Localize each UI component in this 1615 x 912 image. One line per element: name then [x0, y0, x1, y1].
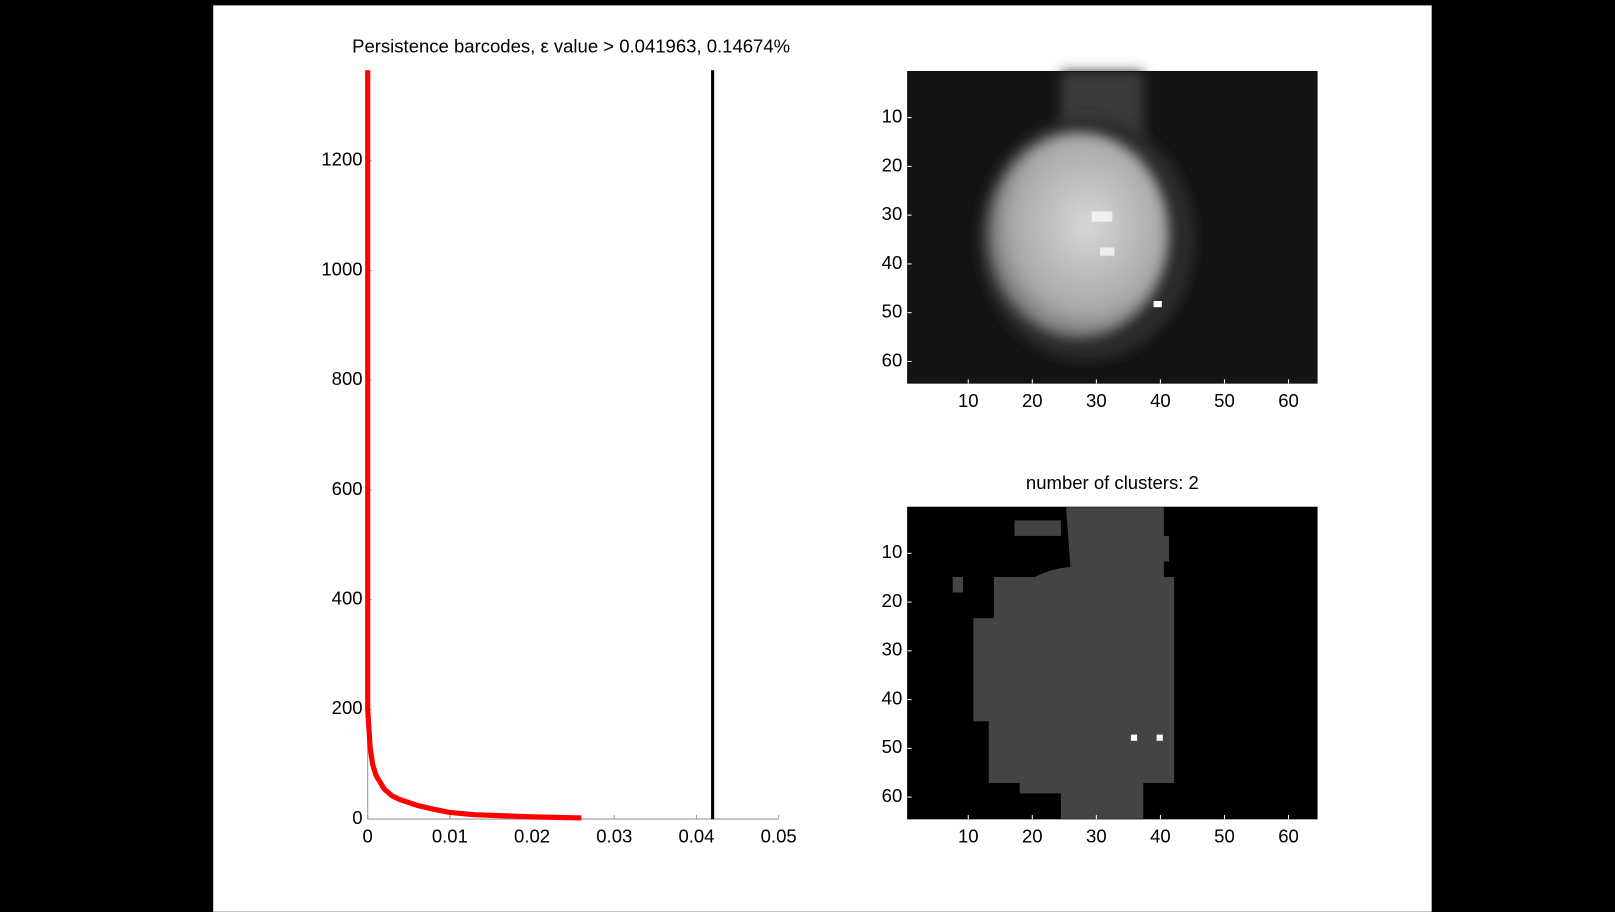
y-tick-label: 10 — [882, 106, 903, 127]
y-tick-label: 40 — [882, 687, 903, 708]
x-tick-label: 40 — [1150, 390, 1171, 411]
y-tick-label: 50 — [882, 736, 903, 757]
mri-image — [907, 71, 1318, 384]
x-tick-label: 30 — [1086, 390, 1107, 411]
y-tick-label: 10 — [882, 541, 903, 562]
x-tick-label: 0.04 — [678, 825, 714, 846]
y-tick-label: 20 — [882, 590, 903, 611]
barcode-curve — [365, 70, 582, 821]
y-tick-label: 20 — [882, 154, 903, 175]
x-tick-label: 60 — [1278, 390, 1299, 411]
axes-box — [907, 506, 1318, 820]
x-tick-label: 50 — [1214, 390, 1235, 411]
x-tick-label: 0.01 — [432, 825, 468, 846]
x-tick-label: 40 — [1150, 825, 1171, 846]
cluster-image — [907, 506, 1318, 820]
x-tick-label: 10 — [958, 825, 979, 846]
x-tick-label: 0.05 — [761, 825, 797, 846]
y-tick-label: 1200 — [321, 149, 362, 170]
y-tick-label: 40 — [882, 252, 903, 273]
chart-title: Persistence barcodes, ε value > 0.041963… — [352, 36, 790, 57]
y-tick-label: 60 — [882, 785, 903, 806]
x-tick-label: 30 — [1086, 825, 1107, 846]
y-tick-label: 50 — [882, 301, 903, 322]
x-tick-label: 0.03 — [596, 825, 632, 846]
y-tick-label: 800 — [332, 368, 363, 389]
x-tick-label: 10 — [958, 390, 979, 411]
x-tick-label: 60 — [1278, 825, 1299, 846]
y-tick-label: 400 — [332, 588, 363, 609]
y-tick-label: 60 — [882, 349, 903, 370]
y-tick-label: 30 — [882, 639, 903, 660]
y-tick-label: 30 — [882, 203, 903, 224]
x-tick-label: 50 — [1214, 825, 1235, 846]
x-tick-label: 0 — [363, 825, 373, 846]
x-tick-label: 20 — [1022, 390, 1043, 411]
axes-box — [907, 71, 1318, 384]
y-tick-label: 1000 — [321, 258, 362, 279]
x-tick-label: 0.02 — [514, 825, 550, 846]
y-tick-label: 200 — [332, 697, 363, 718]
y-tick-label: 600 — [332, 478, 363, 499]
x-tick-label: 20 — [1022, 825, 1043, 846]
chart-title: number of clusters: 2 — [1026, 472, 1199, 493]
y-tick-label: 0 — [352, 807, 362, 828]
